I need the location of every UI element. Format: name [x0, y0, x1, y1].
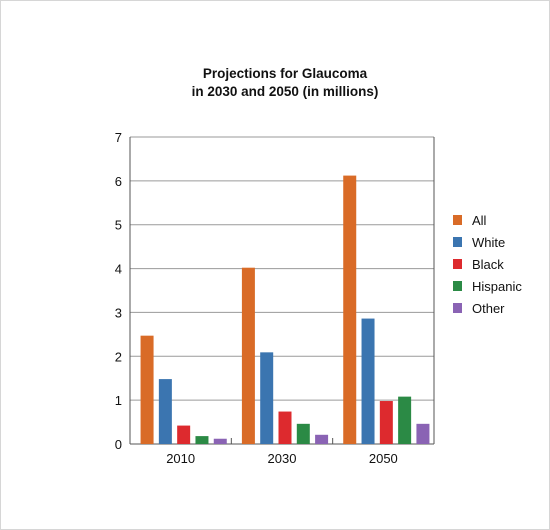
chart-title: Projections for Glaucoma	[202, 66, 368, 81]
bar-hispanic-2050	[398, 396, 412, 444]
legend-swatch	[453, 259, 462, 269]
bar-hispanic-2030	[296, 423, 310, 444]
bar-black-2050	[379, 401, 393, 444]
y-tick-label: 4	[115, 262, 122, 277]
y-tick-label: 2	[115, 349, 122, 364]
bar-all-2010	[140, 335, 154, 444]
legend-swatch	[453, 303, 462, 313]
legend-swatch	[453, 237, 462, 247]
bar-other-2010	[213, 438, 227, 444]
y-tick-label: 3	[115, 305, 122, 320]
legend-swatch	[453, 215, 462, 225]
y-tick-label: 1	[115, 393, 122, 408]
legend-item-white: White	[453, 231, 522, 253]
chart-title-block: Projections for Glaucoma in 2030 and 205…	[1, 65, 550, 101]
y-tick-label: 6	[115, 174, 122, 189]
bar-all-2030	[241, 267, 255, 444]
legend-swatch	[453, 281, 462, 291]
y-tick-label: 5	[115, 218, 122, 233]
legend-item-black: Black	[453, 253, 522, 275]
legend: All White Black Hispanic Other	[453, 209, 522, 319]
chart-subtitle: in 2030 and 2050 (in millions)	[191, 84, 379, 99]
legend-item-all: All	[453, 209, 522, 231]
legend-label: Hispanic	[472, 278, 522, 294]
bar-other-2050	[416, 423, 430, 444]
legend-label: Black	[472, 256, 504, 272]
bar-black-2010	[177, 425, 191, 444]
bar-other-2030	[315, 434, 329, 444]
legend-item-hispanic: Hispanic	[453, 275, 522, 297]
y-tick-label: 0	[115, 437, 122, 452]
legend-label: All	[472, 212, 487, 228]
x-tick-label: 2010	[166, 451, 195, 466]
bar-all-2050	[343, 175, 357, 444]
legend-item-other: Other	[453, 297, 522, 319]
bar-white-2050	[361, 318, 375, 444]
bar-black-2030	[278, 411, 292, 444]
y-tick-label: 7	[115, 130, 122, 145]
x-tick-label: 2030	[268, 451, 297, 466]
bar-hispanic-2010	[195, 436, 209, 444]
x-tick-label: 2050	[369, 451, 398, 466]
legend-label: White	[472, 234, 506, 250]
bar-white-2030	[260, 352, 274, 444]
bar-white-2010	[158, 379, 172, 444]
legend-label: Other	[472, 300, 505, 316]
